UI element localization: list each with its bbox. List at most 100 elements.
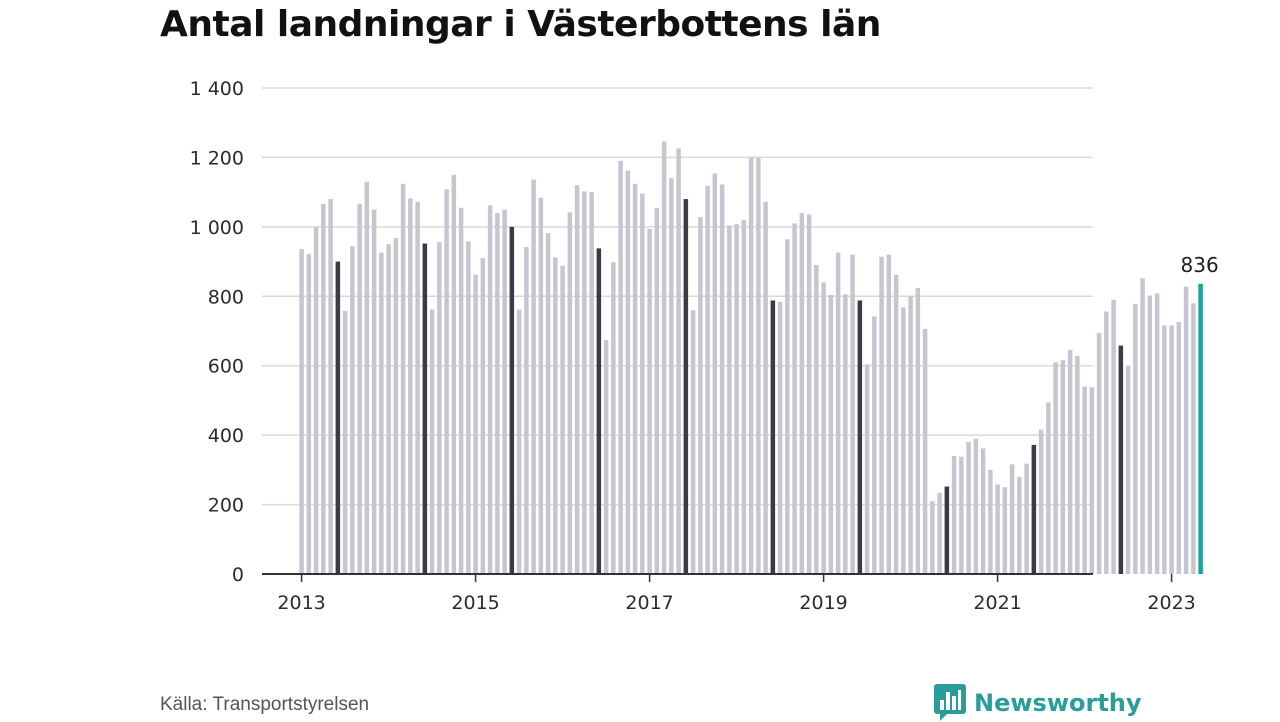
- bar: [429, 309, 435, 574]
- bar: [741, 219, 747, 574]
- bar: [625, 170, 631, 574]
- bar: [654, 208, 660, 574]
- bar: [806, 214, 812, 575]
- bar: [864, 364, 870, 574]
- bar: [879, 256, 884, 574]
- bar: [799, 212, 805, 574]
- bar-chart-speech-bubble-icon: [934, 684, 966, 721]
- bar: [792, 223, 797, 574]
- y-tick-label: 1 000: [190, 217, 244, 239]
- bar: [835, 252, 841, 574]
- bar: [487, 205, 493, 574]
- bar: [719, 184, 725, 574]
- bar: [350, 246, 355, 574]
- bar: [930, 501, 935, 574]
- bar: [393, 237, 399, 575]
- bar: [466, 241, 471, 575]
- bar: [611, 262, 616, 574]
- bar: [980, 448, 986, 574]
- bar: [937, 492, 942, 574]
- bar: [458, 207, 464, 574]
- chart-title: Antal landningar i Västerbottens län: [160, 4, 881, 45]
- axes: [262, 573, 1173, 582]
- bar: [473, 274, 478, 574]
- bar: [669, 178, 674, 574]
- bar: [618, 160, 623, 574]
- bar: [400, 183, 406, 574]
- y-tick-label: 1 400: [190, 78, 244, 100]
- bar: [640, 193, 645, 574]
- bar: [661, 141, 667, 574]
- bar: [437, 242, 442, 575]
- bar: [299, 249, 304, 574]
- bar: [1169, 325, 1174, 574]
- bar: [1133, 303, 1138, 574]
- bar: [531, 179, 536, 574]
- bar: [342, 310, 348, 574]
- brand-logo: Newsworthy: [934, 684, 1142, 722]
- bar: [1046, 402, 1051, 574]
- bar: [814, 265, 819, 574]
- x-tick-label: 2021: [973, 592, 1021, 614]
- y-tick-label: 200: [208, 495, 244, 517]
- bar: [313, 226, 319, 574]
- bar: [1191, 303, 1196, 574]
- bar: [690, 310, 696, 574]
- bar: [915, 287, 921, 574]
- bar: [676, 148, 681, 574]
- bar: [1009, 464, 1015, 574]
- bar: [843, 294, 848, 574]
- bar: [415, 201, 420, 574]
- bar: [1104, 311, 1109, 574]
- bar: [1038, 429, 1044, 574]
- bar: [553, 257, 558, 574]
- bar: [1024, 463, 1029, 574]
- bar: [1118, 345, 1124, 574]
- bar: [632, 183, 638, 574]
- bar: [850, 254, 855, 574]
- bar: [777, 301, 783, 574]
- bar: [451, 174, 457, 575]
- bar: [560, 265, 565, 574]
- bar: [785, 239, 790, 574]
- bar: [988, 469, 993, 574]
- bar: [1002, 487, 1008, 574]
- bar: [516, 309, 522, 574]
- bar: [828, 294, 834, 574]
- bar: [386, 244, 391, 574]
- y-tick-label: 0: [232, 564, 244, 586]
- bar: [893, 274, 899, 574]
- bar: [951, 455, 957, 574]
- bar: [1140, 278, 1145, 574]
- latest-bar: [1198, 283, 1203, 574]
- bar: [357, 203, 362, 574]
- bar: [567, 212, 573, 574]
- bar: [371, 209, 377, 574]
- bar: [1031, 444, 1037, 574]
- bar: [321, 203, 326, 574]
- bar: [1089, 387, 1095, 574]
- bar: [1082, 386, 1087, 574]
- bar: [966, 442, 971, 574]
- bar: [647, 228, 652, 574]
- x-tick-label: 2013: [277, 592, 325, 614]
- bar: [335, 261, 341, 574]
- bar: [538, 197, 544, 574]
- latest-value-label: 836: [1181, 253, 1219, 277]
- bar: [1017, 476, 1022, 574]
- bar: [922, 328, 928, 574]
- bar: [763, 201, 768, 574]
- bar: [712, 173, 718, 574]
- y-tick-label: 800: [208, 286, 244, 308]
- bars: [299, 141, 1203, 575]
- y-tick-label: 1 200: [190, 147, 244, 169]
- bar: [1154, 293, 1160, 574]
- bar: [364, 181, 370, 574]
- bar: [408, 198, 413, 575]
- bar: [959, 456, 964, 574]
- x-tick-label: 2023: [1147, 592, 1195, 614]
- bar: [857, 300, 863, 574]
- bar: [872, 316, 877, 574]
- bar: [582, 191, 587, 574]
- bar: [886, 254, 892, 574]
